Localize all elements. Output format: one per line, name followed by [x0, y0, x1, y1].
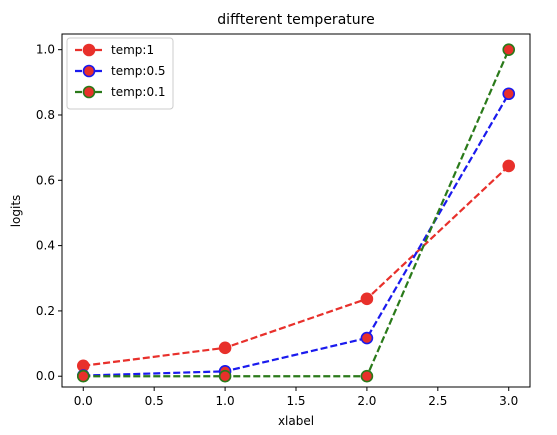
x-tick-label-3: 1.5 [286, 394, 305, 408]
legend: temp:1 temp:0.5 temp:0.1 [66, 37, 174, 110]
data-point-s2-3 [502, 43, 516, 56]
data-point-s1-3 [502, 87, 516, 101]
data-point-s0-2 [360, 292, 374, 306]
plot-area [76, 43, 516, 383]
y-tick-label-4: 0.8 [36, 108, 55, 122]
axes: 0.0 0.5 1.0 1.5 2.0 2.5 3.0 0.0 0.2 0.4 0.6 0.8 1.0 [36, 33, 531, 408]
legend-label-0: temp:1 [111, 43, 154, 57]
data-point-s2-1 [218, 369, 232, 383]
legend-swatch-marker-2 [82, 85, 96, 99]
y-tick-label-3: 0.6 [36, 173, 55, 187]
data-point-s1-2 [360, 331, 374, 345]
x-tick-label-5: 2.5 [428, 394, 447, 408]
series-line-1 [83, 93, 510, 377]
legend-swatch-marker-1 [82, 64, 96, 78]
legend-label-1: temp:0.5 [111, 64, 166, 78]
series-line-0 [83, 165, 510, 367]
y-tick-label-0: 0.0 [36, 369, 55, 383]
y-tick-label-5: 1.0 [36, 43, 55, 57]
chart-title: diffterent temperature [217, 12, 374, 28]
x-tick-label-6: 3.0 [499, 394, 518, 408]
legend-label-2: temp:0.1 [111, 85, 166, 99]
x-tick-label-2: 1.0 [216, 394, 235, 408]
data-point-s0-3 [502, 159, 516, 173]
data-point-s0-1 [218, 341, 232, 355]
data-point-s2-0 [76, 369, 90, 383]
series-line-2 [83, 49, 510, 378]
y-axis-label: logits [9, 195, 23, 228]
y-tick-label-1: 0.2 [36, 304, 55, 318]
y-tick-label-2: 0.4 [36, 239, 55, 253]
x-axis-label: xlabel [278, 414, 314, 428]
x-tick-label-0: 0.0 [74, 394, 93, 408]
x-tick-label-4: 2.0 [357, 394, 376, 408]
legend-swatch-marker-0 [82, 43, 96, 57]
data-point-s2-2 [360, 369, 374, 383]
x-tick-label-1: 0.5 [145, 394, 164, 408]
